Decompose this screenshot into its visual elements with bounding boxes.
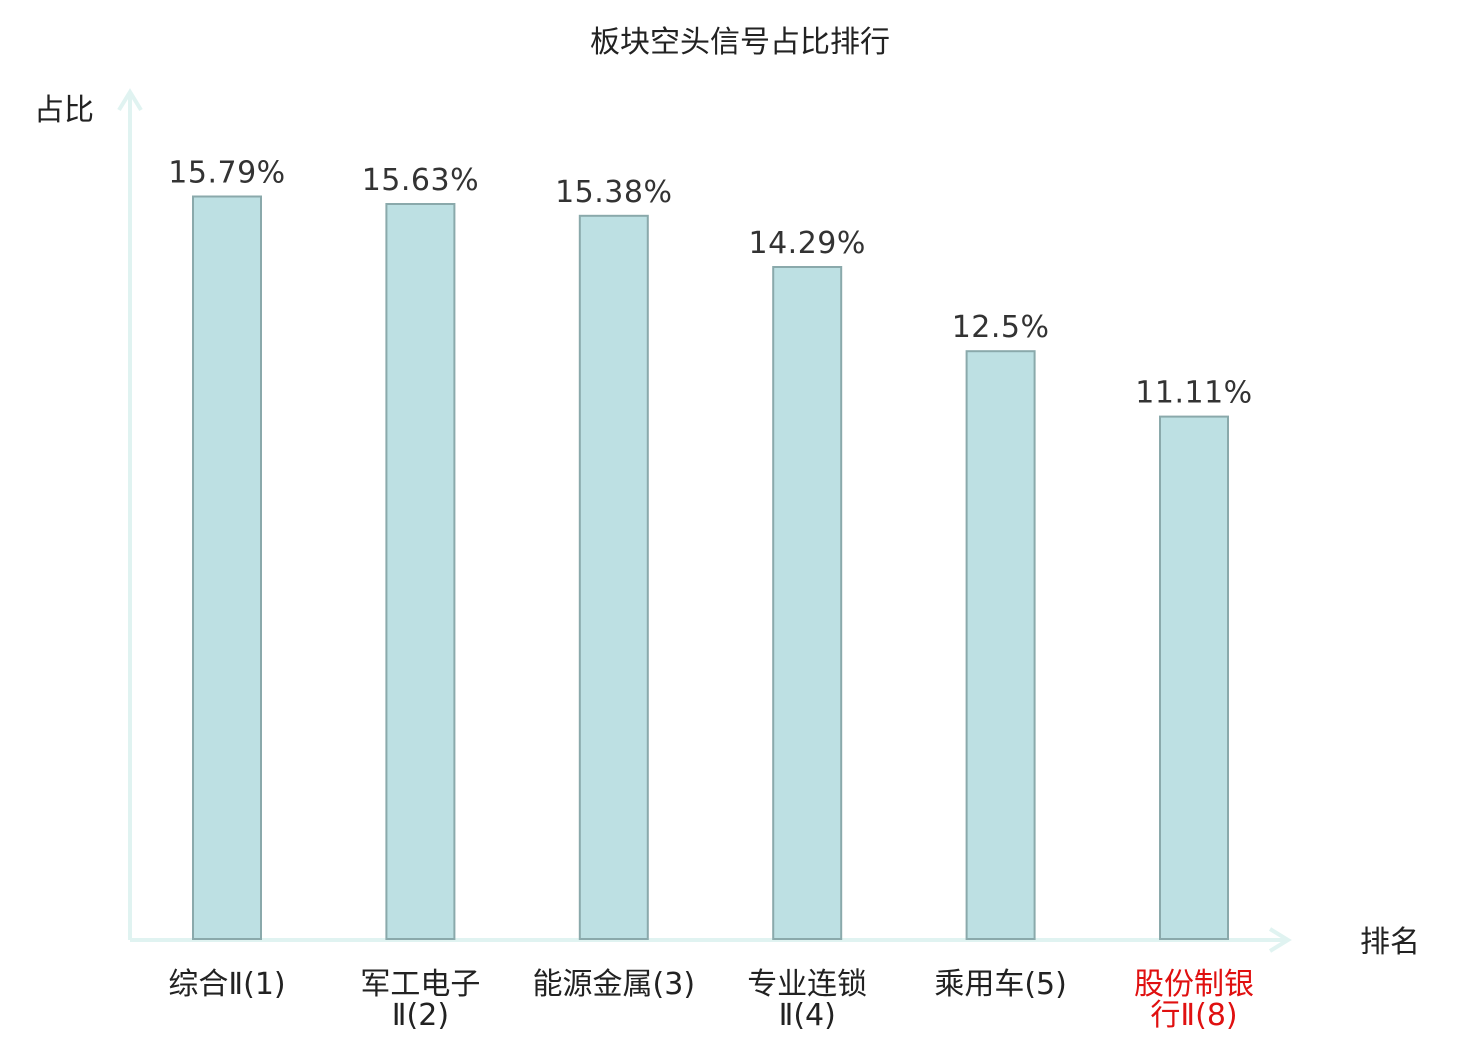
x-axis-title: 排名: [1360, 925, 1420, 960]
bars-group: [192, 195, 1229, 941]
category-label-3: 能源金属(3): [533, 967, 696, 1002]
y-axis-title: 占比: [34, 93, 94, 128]
x-axis-arrow: [1268, 927, 1292, 953]
value-label-3: 15.38%: [555, 175, 672, 210]
value-label-2: 15.63%: [362, 163, 479, 198]
category-label-6-line-1: 股份制银: [1134, 967, 1254, 1002]
bar-2: [385, 203, 456, 940]
category-label-2-line-2: Ⅱ(2): [392, 998, 449, 1033]
y-axis-arrow: [117, 88, 143, 112]
value-labels-group: 15.79% 15.63% 15.38% 14.29% 12.5% 11.11%: [168, 156, 1252, 411]
category-label-1: 综合Ⅱ(1): [168, 967, 285, 1002]
category-label-4-line-2: Ⅱ(4): [779, 998, 836, 1033]
value-label-6: 11.11%: [1135, 376, 1252, 411]
value-label-4: 14.29%: [749, 226, 866, 261]
category-label-2-line-1: 军工电子: [360, 967, 480, 1002]
category-label-5: 乘用车(5): [934, 967, 1067, 1002]
bar-5: [965, 350, 1036, 940]
axes: [117, 88, 1292, 953]
bar-3: [578, 214, 649, 941]
chart-title: 板块空头信号占比排行: [590, 25, 890, 60]
bar-4: [772, 266, 843, 940]
value-label-1: 15.79%: [168, 156, 285, 191]
value-label-5: 12.5%: [952, 310, 1050, 345]
category-label-4-line-1: 专业连锁: [747, 967, 867, 1002]
bar-1: [192, 195, 262, 940]
bar-6: [1159, 415, 1229, 941]
category-label-6-line-2: 行Ⅱ(8): [1150, 998, 1237, 1033]
